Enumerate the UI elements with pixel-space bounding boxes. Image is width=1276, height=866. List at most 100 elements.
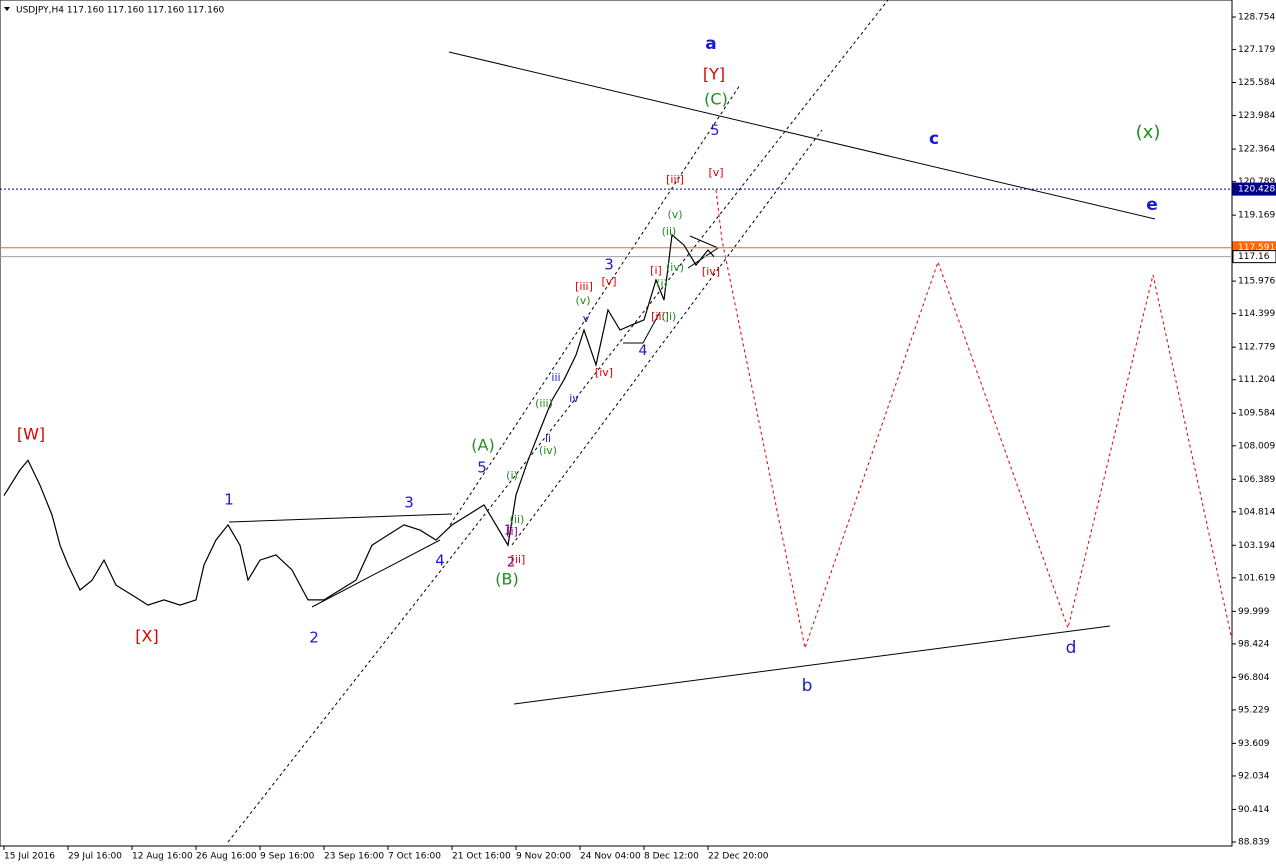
wave-label: (iv) [666,261,684,274]
price-label-box [1232,250,1276,264]
wave-label: (ii) [662,310,677,323]
y-tick-label: 93.609 [1238,739,1270,749]
x-tick-label: 7 Oct 16:00 [388,852,441,862]
wave-label: 4 [435,552,445,570]
y-tick-label: 101.619 [1238,573,1275,583]
x-tick-label: 23 Sep 16:00 [324,852,384,862]
wave-label: c [929,129,939,149]
price-label-box [1232,182,1276,196]
y-tick-label: 112.779 [1238,343,1275,353]
trendline [623,311,661,344]
wave-label: (v) [575,294,590,307]
wave-label: 2 [309,629,319,647]
wave-label: [v] [601,275,616,288]
plot-frame [0,0,1233,847]
wave-label: b [802,676,813,696]
x-tick-label: 21 Oct 16:00 [452,852,511,862]
wave-label: 4 [639,343,648,359]
wave-label: 1 [504,524,512,539]
wave-label: (B) [495,570,518,589]
x-tick-label: 9 Sep 16:00 [260,852,315,862]
y-tick-label: 122.364 [1238,145,1275,155]
wave-label: [Y] [703,65,725,84]
price-line-series [3,233,715,606]
wave-label: (i) [656,277,668,290]
y-tick-label: 127.179 [1238,45,1275,55]
wave-label: (A) [471,436,494,455]
wave-label: iii [551,371,560,384]
y-tick-label: 120.789 [1238,177,1275,187]
wave-label: [ii] [511,553,526,566]
x-tick-label: 26 Aug 16:00 [196,852,257,862]
y-tick-label: 103.194 [1238,541,1275,551]
wave-label: [i] [650,264,662,277]
wave-label: ii [545,432,551,445]
wave-label: (ii) [510,513,525,526]
channel-line [449,84,741,526]
x-tick-label: 29 Jul 16:00 [68,852,122,862]
trendline [228,513,453,523]
x-tick-label: 8 Dec 12:00 [644,852,699,862]
y-tick-label: 114.399 [1238,309,1275,319]
trendline [311,539,441,608]
wave-label: [i] [506,525,518,538]
wave-label: [iii] [575,280,593,293]
wave-label: [W] [17,425,45,444]
trendlines [227,0,1233,843]
y-tick-label: 119.169 [1238,211,1275,221]
y-tick-label: 96.804 [1238,673,1270,683]
y-tick-label: 108.009 [1238,441,1275,451]
wave-label: [iv] [702,265,720,278]
wave-label: (iv) [539,444,557,457]
projection-path [715,189,1233,650]
trendline [448,51,1156,220]
y-tick-label: 104.814 [1238,507,1275,517]
wave-label: (x) [1136,122,1161,143]
wave-label: d [1066,638,1077,658]
price-label: 120.428 [1238,185,1275,195]
channel-line [511,129,823,546]
wave-label: [iv] [595,366,613,379]
y-tick-label: 88.839 [1238,837,1270,847]
wave-label: (ii) [662,225,677,238]
wave-label: [X] [135,627,158,646]
y-tick-label: 98.424 [1238,639,1270,649]
wave-label: [iii] [666,173,684,186]
wave-label: 5 [711,123,720,139]
channel-line [227,0,889,843]
chart-title: USDJPY,H4 117.160 117.160 117.160 117.16… [16,6,225,16]
price-label: 117.591 [1238,243,1275,253]
menu-arrow [4,7,10,11]
wave-label: (iii) [535,397,553,410]
y-tick-label: 92.034 [1238,771,1270,781]
y-tick-label: 111.204 [1238,375,1275,385]
y-tick-label: 115.976 [1238,277,1275,287]
wave-label: 2 [507,556,515,571]
x-tick-label: 12 Aug 16:00 [132,852,193,862]
wave-label: e [1146,195,1158,215]
y-tick-label: 99.999 [1238,607,1270,617]
wave-label: iv [569,392,579,405]
x-tick-label: 9 Nov 20:00 [516,852,571,862]
wave-label: 5 [477,459,487,477]
y-tick-label: 109.584 [1238,409,1275,419]
y-tick-label: 125.584 [1238,78,1275,88]
y-tick-label: 106.389 [1238,475,1275,485]
wave-label: (C) [704,90,728,109]
x-tick-label: 24 Nov 04:00 [580,852,641,862]
wave-label: (v) [667,208,682,221]
x-tick-label: 15 Jul 2016 [4,852,55,862]
wave-label: [iii] [651,310,669,323]
y-tick-label: 123.984 [1238,111,1275,121]
wave-label: 1 [224,491,234,509]
y-tick-label: 90.414 [1238,805,1270,815]
wave-label: 3 [404,494,414,512]
y-tick-label: 128.754 [1238,13,1275,23]
wave-label: a [705,34,716,54]
y-tick-label: 95.229 [1238,705,1270,715]
trendline [513,625,1111,705]
wave-label: (i) [506,469,518,482]
wave-label: [v] [708,166,723,179]
x-tick-label: 22 Dec 20:00 [708,852,769,862]
